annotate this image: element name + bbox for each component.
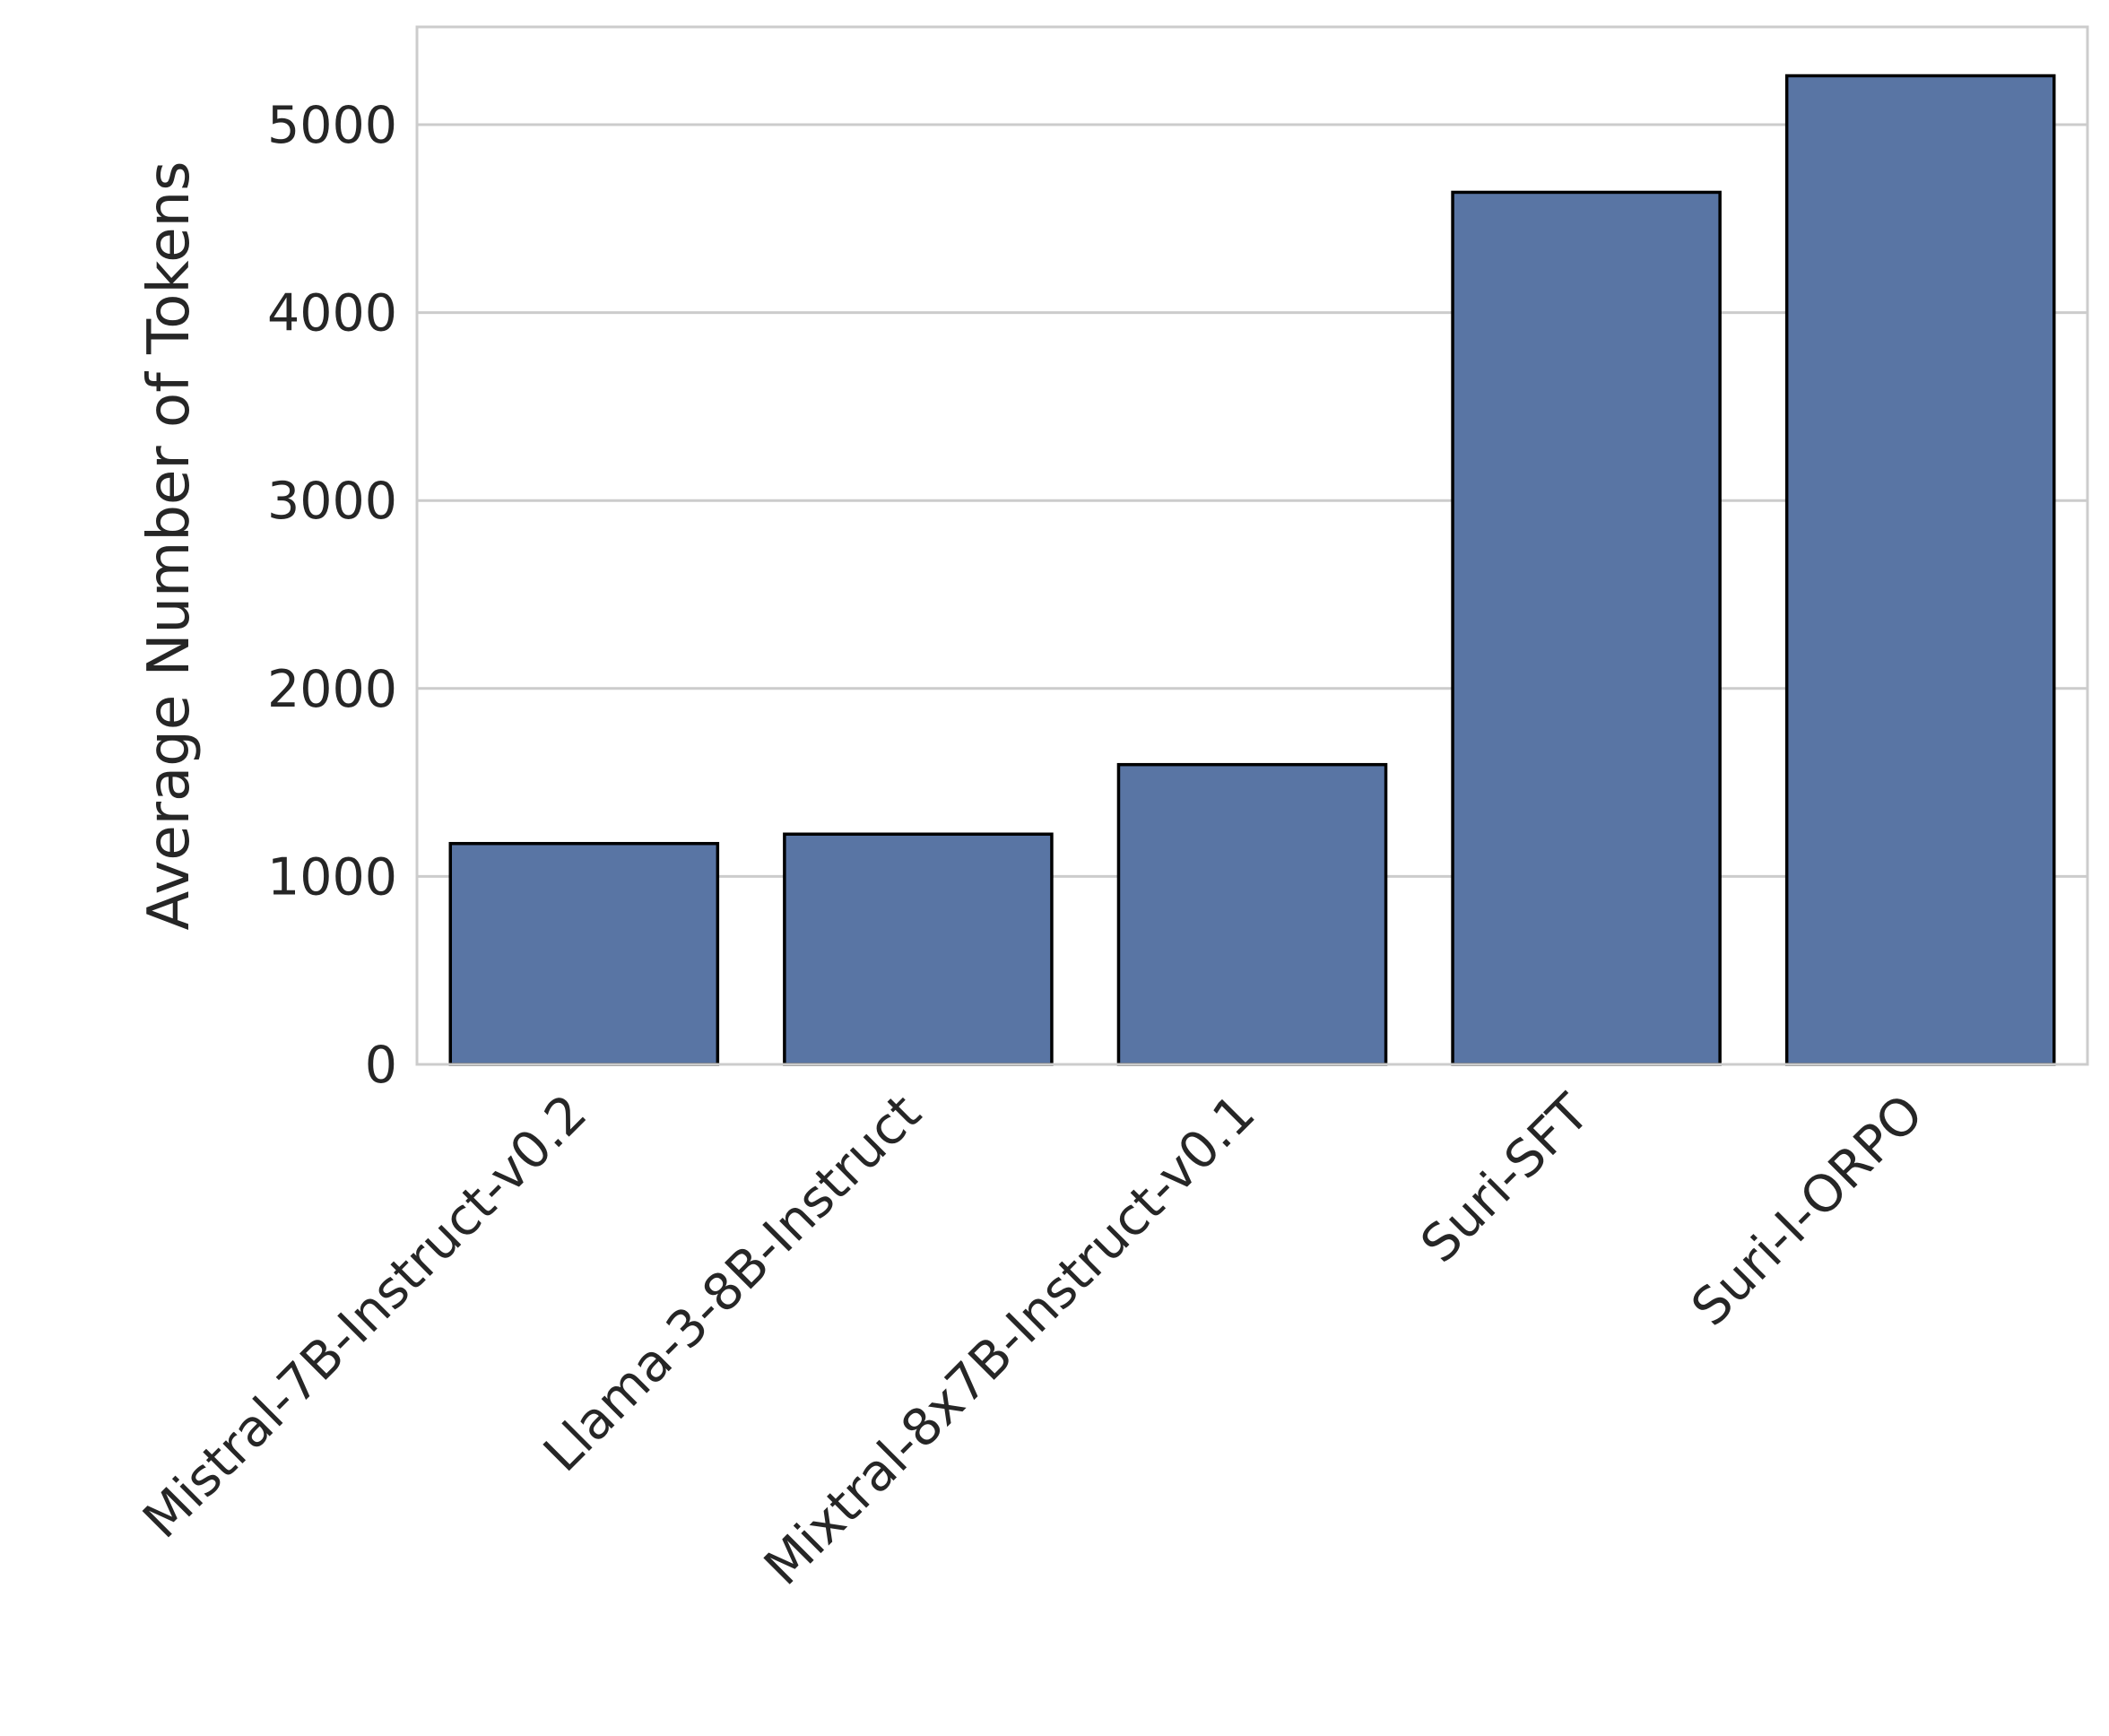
y-tick-label: 3000: [267, 472, 397, 531]
x-tick-label: Suri-I-ORPO: [1680, 1083, 1934, 1337]
y-tick-label: 5000: [267, 96, 397, 155]
x-tick-label: Suri-SFT: [1410, 1083, 1601, 1274]
y-tick-labels: 0 1000 2000 3000 4000 5000: [267, 96, 397, 1095]
x-tick-label: Llama-3-8B-Instruct: [533, 1083, 933, 1483]
y-tick-label: 2000: [267, 660, 397, 719]
bar-suri-sft: [1451, 190, 1722, 1066]
y-tick-label: 4000: [267, 284, 397, 343]
y-tick-label: 0: [365, 1036, 397, 1095]
bar-llama-3-8b-instruct: [783, 832, 1054, 1066]
plot-frame: [415, 25, 2089, 1066]
y-axis-label: Average Number of Tokens: [136, 161, 203, 930]
bar-mixtral-8x7b-instruct-v0-1: [1116, 762, 1388, 1066]
x-tick-label: Mistral-7B-Instruct-v0.2: [132, 1083, 598, 1549]
x-tick-labels: Mistral-7B-Instruct-v0.2Llama-3-8B-Instr…: [132, 1083, 1934, 1596]
bar-mistral-7b-instruct-v0-2: [448, 841, 720, 1066]
y-tick-label: 1000: [267, 847, 397, 907]
bar-suri-i-orpo: [1784, 74, 2056, 1066]
bars: [448, 74, 2056, 1066]
